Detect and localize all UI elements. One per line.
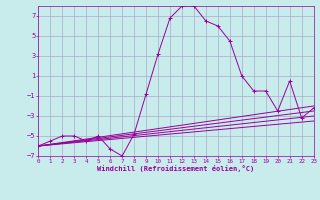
X-axis label: Windchill (Refroidissement éolien,°C): Windchill (Refroidissement éolien,°C) <box>97 165 255 172</box>
